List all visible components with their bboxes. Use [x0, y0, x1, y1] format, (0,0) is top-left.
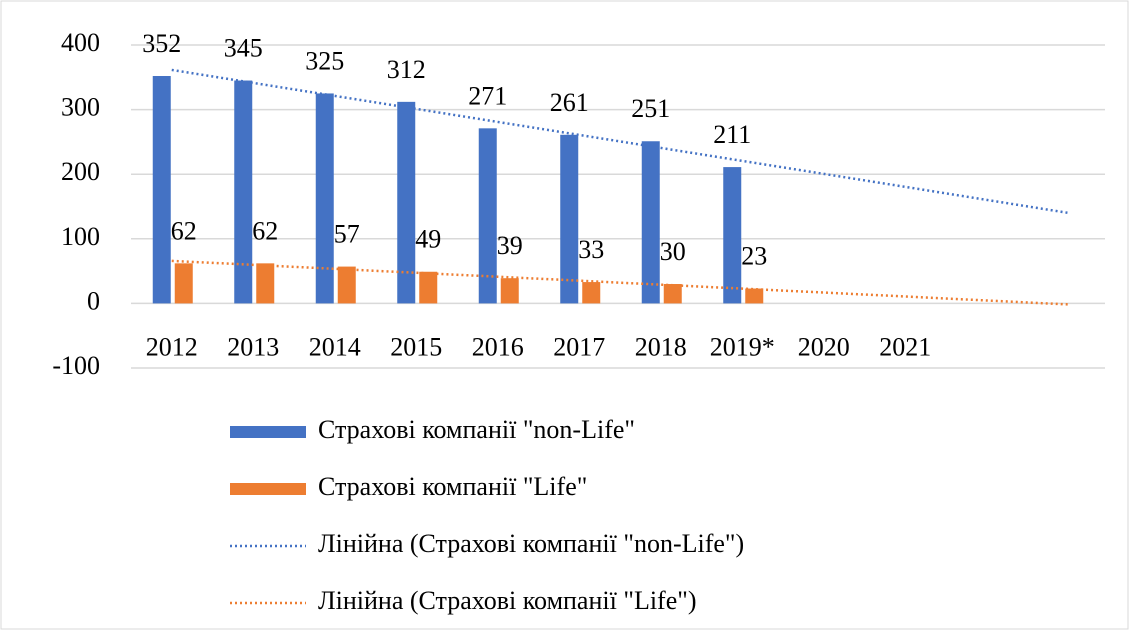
x-tick-label: 2015 [390, 332, 442, 361]
x-tick-label: 2016 [472, 332, 524, 361]
bar [560, 134, 579, 304]
legend-label: Лінійна (Страхові компанії "non-Life") [318, 529, 744, 558]
data-label: 33 [578, 235, 604, 264]
legend-label: Страхові компанії "Life" [318, 472, 587, 501]
y-tick-label: 300 [61, 93, 100, 122]
x-tick-label: 2014 [309, 332, 361, 361]
data-label: 261 [550, 88, 589, 117]
x-tick-label: 2019* [710, 332, 775, 361]
bar [745, 288, 764, 304]
data-label: 211 [713, 120, 751, 149]
data-label: 251 [631, 94, 670, 123]
data-label: 345 [224, 33, 263, 62]
bar [234, 80, 253, 304]
bar [315, 93, 334, 304]
data-label: 325 [305, 46, 344, 75]
x-tick-label: 2021 [879, 332, 931, 361]
bar [723, 167, 742, 304]
data-label: 312 [387, 55, 426, 84]
x-tick-label: 2012 [146, 332, 198, 361]
bar [641, 141, 660, 304]
data-label: 49 [415, 225, 441, 254]
bar [337, 266, 356, 304]
trendline [171, 68, 1069, 215]
data-label: 30 [660, 237, 686, 266]
bar [663, 284, 682, 304]
bar [582, 282, 601, 304]
x-tick-label: 2020 [798, 332, 850, 361]
data-label: 271 [468, 81, 507, 110]
data-label: 62 [252, 216, 278, 245]
x-tick-label: 2017 [553, 332, 605, 361]
bar [174, 263, 193, 304]
data-label: 23 [741, 242, 767, 271]
data-label: 39 [497, 231, 523, 260]
x-tick-label: 2013 [227, 332, 279, 361]
y-tick-label: 200 [61, 157, 100, 186]
bar [256, 263, 275, 304]
legend-label: Лінійна (Страхові компанії "Life") [318, 586, 697, 615]
data-label: 57 [334, 220, 360, 249]
y-tick-label: 100 [61, 222, 100, 251]
x-tick-label: 2018 [635, 332, 687, 361]
y-tick-label: 0 [87, 286, 100, 315]
y-tick-label: -100 [52, 351, 100, 380]
data-label: 352 [142, 29, 181, 58]
legend-swatch [230, 483, 306, 495]
y-tick-label: 400 [61, 28, 100, 57]
bar [152, 76, 171, 304]
bar [397, 101, 416, 304]
data-label: 62 [171, 216, 197, 245]
bar [478, 128, 497, 304]
bar [500, 278, 519, 304]
legend-label: Страхові компанії "non-Life" [318, 415, 635, 444]
legend-swatch [230, 426, 306, 438]
bar [419, 271, 438, 304]
